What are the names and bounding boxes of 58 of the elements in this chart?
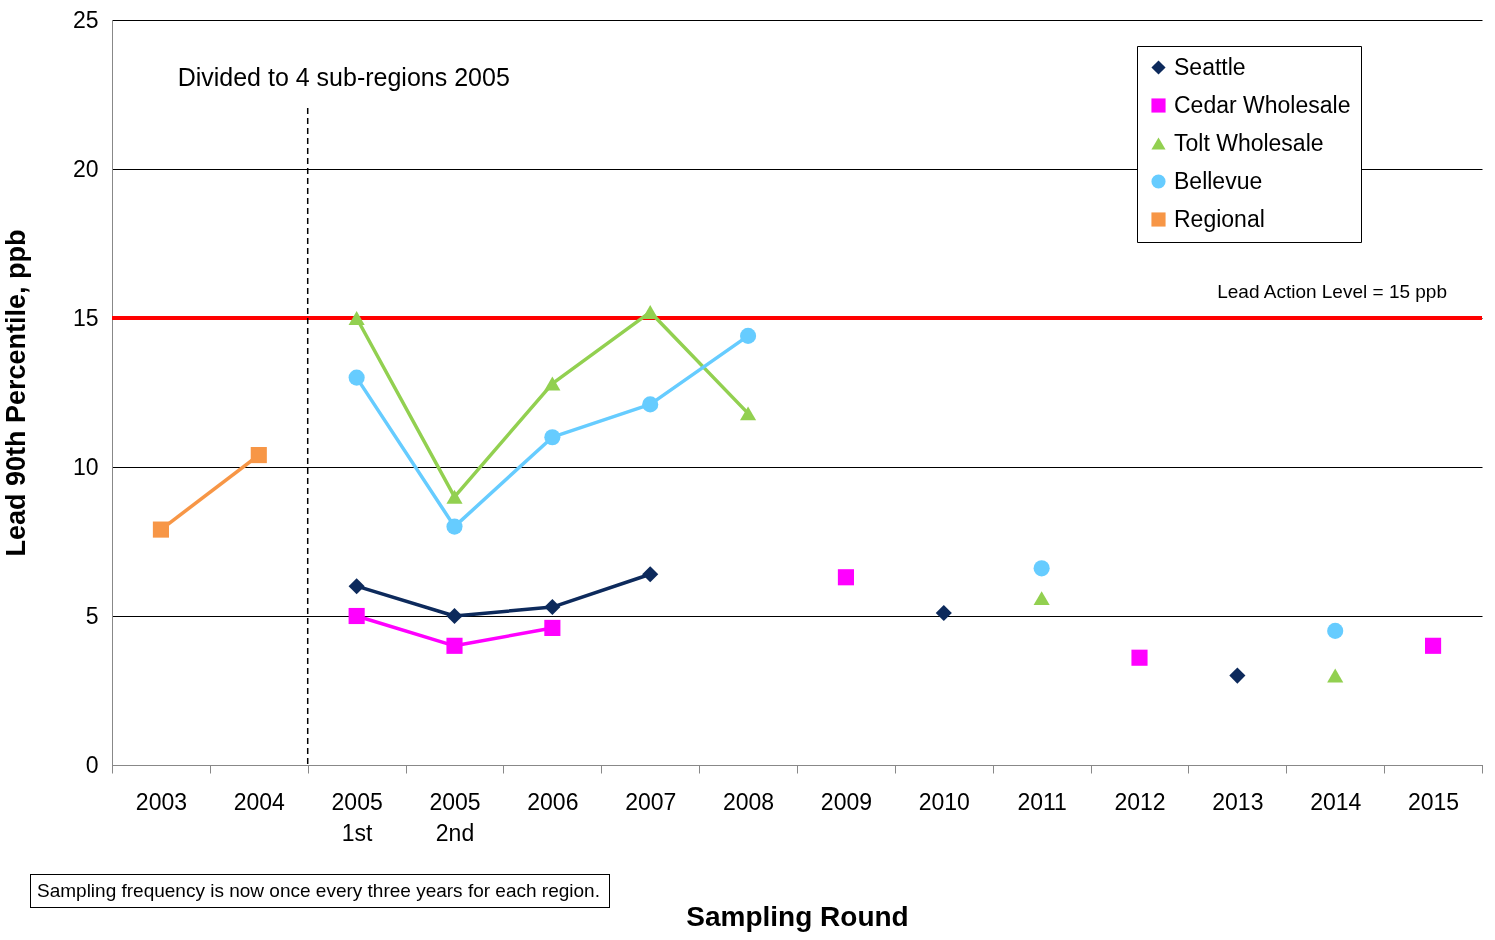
point (348, 311, 365, 325)
x-tick-label: 2007 (625, 788, 677, 815)
point (1327, 668, 1344, 683)
point (446, 607, 463, 625)
point (1327, 622, 1344, 639)
point (935, 604, 952, 622)
ref-line-label: Divided to 4 sub-regions 2005 (177, 63, 510, 91)
point (642, 566, 659, 583)
legend-label: Bellevue (1174, 167, 1263, 194)
point (544, 429, 561, 446)
point (446, 637, 463, 654)
legend-label: Tolt Wholesale (1174, 129, 1324, 156)
point (1425, 637, 1442, 654)
x-tick-label: 2003 (135, 788, 188, 815)
y-tick-label: 20 (72, 155, 99, 182)
legend-label: Cedar Wholesale (1174, 91, 1351, 118)
x-tick-label: 2005 1st (331, 788, 383, 846)
point (544, 599, 561, 616)
y-tick-label: 10 (72, 453, 99, 480)
x-tick-label: 2012 (1114, 788, 1166, 815)
y-axis-title: Lead 90th Percentile, ppb (0, 229, 31, 557)
point (348, 607, 365, 625)
point (348, 578, 365, 595)
point (446, 489, 463, 504)
point (1131, 649, 1148, 666)
x-axis-title: Sampling Round (686, 900, 909, 932)
point (348, 369, 365, 386)
x-tick-label: 2004 (233, 788, 286, 815)
x-tick-label: 2008 (722, 788, 775, 815)
y-tick-label: 5 (85, 602, 99, 629)
point (1033, 560, 1050, 577)
point (152, 521, 169, 538)
point (544, 376, 561, 391)
point (642, 396, 659, 413)
point (250, 447, 267, 464)
text: Sampling frequency is now once every three years for each region. (30, 874, 610, 908)
point (1229, 667, 1246, 684)
ref-line-label: Lead Action Level = 15 ppb (1217, 281, 1447, 302)
x-tick-label: 2006 (527, 788, 579, 815)
x-tick-label: 2014 (1310, 788, 1362, 815)
y-tick-label: 25 (72, 6, 99, 33)
x-tick-label: 2010 (918, 788, 970, 815)
legend-label: Regional (1174, 205, 1265, 232)
point (837, 569, 854, 586)
point (740, 406, 757, 421)
point (740, 327, 757, 344)
point (446, 518, 463, 535)
point (544, 619, 561, 636)
y-tick-label: 0 (85, 751, 99, 778)
x-tick-label: 2005 2nd (429, 788, 481, 846)
x-tick-label: 2013 (1212, 788, 1264, 815)
x-tick-label: 2011 (1017, 788, 1067, 815)
point (642, 305, 659, 320)
x-tick-label: 2015 (1407, 788, 1460, 815)
legend-label: Seattle (1174, 53, 1246, 80)
y-tick-label: 15 (72, 304, 99, 331)
x-tick-label: 2009 (820, 788, 873, 815)
point (1033, 591, 1050, 606)
